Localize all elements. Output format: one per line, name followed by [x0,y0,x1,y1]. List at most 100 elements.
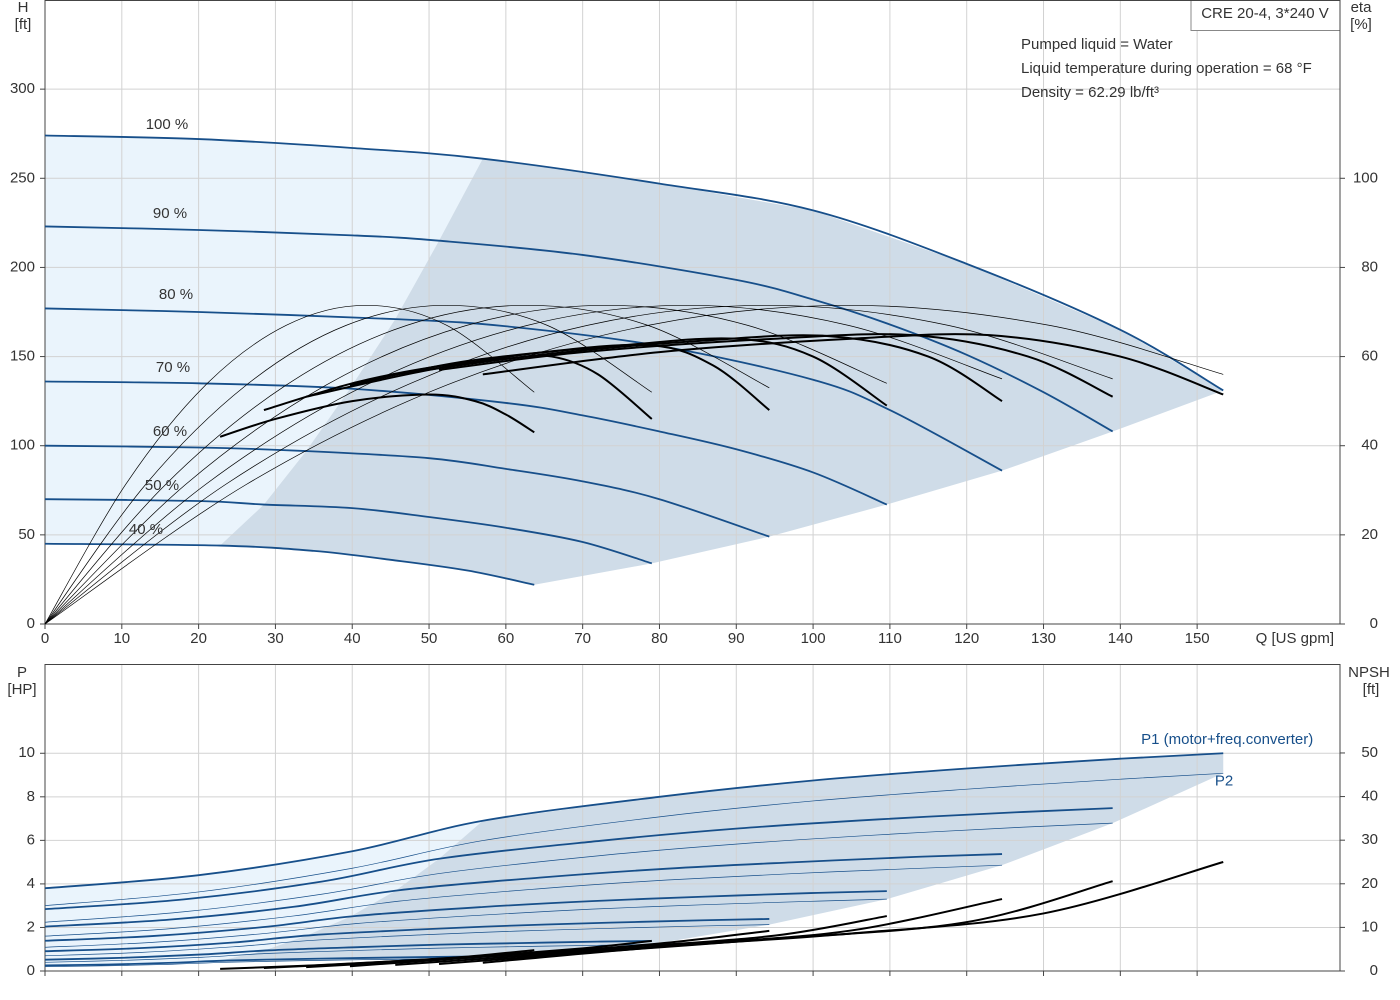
npsh-curve [220,949,535,970]
y2-tick-label: 20 [1361,526,1378,543]
head-curve [44,380,888,506]
x-tick-label: 150 [1185,630,1210,647]
y-axis-label: H [18,0,29,16]
efficiency-curve [44,304,770,625]
y-axis-label: P [17,664,27,681]
y-axis-unit: [HP] [7,681,36,698]
y2-tick-label: 30 [1361,831,1378,848]
y2-axis-unit: [%] [1350,16,1372,33]
x-axis-label: Q [US gpm] [1256,630,1334,647]
y2-tick-label: 80 [1361,258,1378,275]
head-curve [44,134,1224,392]
x-tick-label: 40 [344,630,361,647]
speed-label: 90 % [153,205,187,222]
x-tick-label: 110 [878,630,902,647]
power-curve [44,772,1224,907]
efficiency-curve [44,304,1003,625]
head-curve [44,307,1003,472]
power-curve [44,924,770,957]
power-curve [44,890,887,942]
y-tick-label: 0 [27,615,35,632]
power-label: P2 [1215,772,1233,789]
range-area-dark [220,753,1224,963]
power-curve [44,898,887,948]
efficiency-curve [263,354,653,420]
x-tick-label: 80 [651,630,668,647]
x-tick-label: 30 [267,630,284,647]
model-box [1190,0,1341,31]
speed-label: 40 % [129,521,163,538]
x-tick-label: 120 [954,630,979,647]
range-area-light [45,135,483,546]
y-tick-label: 10 [18,744,35,761]
efficiency-curve [44,304,652,625]
power-curve [44,853,1003,928]
power-curve [44,822,1113,923]
y2-tick-label: 40 [1361,437,1378,454]
x-tick-label: 20 [190,630,207,647]
power-curve [44,864,1003,937]
y2-axis-label: NPSH [1348,664,1390,681]
power-label: P1 (motor+freq.converter) [1141,731,1313,748]
x-tick-label: 100 [801,630,826,647]
head-curve [44,542,535,586]
plot-frame [44,0,1341,625]
x-tick-label: 140 [1108,630,1133,647]
y2-axis-label: eta [1351,0,1373,16]
efficiency-curve [305,343,770,411]
y-tick-label: 0 [27,962,35,979]
annotation: Liquid temperature during operation = 68… [1021,60,1312,77]
y2-tick-label: 0 [1370,962,1378,979]
annotation: Pumped liquid = Water [1021,36,1173,53]
efficiency-curve [44,304,887,625]
head-curve [44,498,653,565]
x-tick-label: 0 [41,630,49,647]
y2-axis-unit: [ft] [1363,681,1380,698]
efficiency-curve [438,333,1114,398]
y-tick-label: 4 [27,875,35,892]
speed-label: 50 % [145,477,179,494]
x-tick-label: 70 [574,630,591,647]
power-curve [44,944,652,963]
speed-label: 70 % [156,359,190,376]
annotation: Density = 62.29 lb/ft³ [1021,84,1159,101]
efficiency-curve [482,333,1224,396]
plot-frame [44,664,1341,972]
y2-tick-label: 50 [1361,744,1378,761]
head-curve [44,225,1114,433]
model-label: CRE 20-4, 3*240 V [1201,5,1329,22]
speed-label: 60 % [153,423,187,440]
x-tick-label: 50 [421,630,438,647]
speed-label: 100 % [146,116,189,133]
head-curve [44,444,770,538]
x-tick-label: 90 [728,630,745,647]
efficiency-curve [44,304,535,625]
efficiency-curve [44,304,1113,625]
y-tick-label: 150 [10,348,35,365]
x-tick-label: 130 [1031,630,1056,647]
y-tick-label: 2 [27,918,35,935]
y-tick-label: 8 [27,788,35,805]
y-tick-label: 100 [10,437,35,454]
power-curve [44,752,1224,890]
y-axis-unit: [ft] [15,16,32,33]
power-curve [44,940,652,961]
y-tick-label: 250 [10,169,35,186]
power-curve [44,807,1113,911]
y2-tick-label: 40 [1361,788,1378,805]
y-tick-label: 200 [10,258,35,275]
efficiency-curve [219,393,535,438]
power-curve [44,918,770,953]
y-tick-label: 50 [18,526,35,543]
y2-tick-label: 100 [1353,169,1378,186]
y2-tick-label: 60 [1361,348,1378,365]
y-tick-label: 6 [27,831,35,848]
background-layer [44,0,1340,972]
npsh-curve [395,898,1003,966]
y2-tick-label: 0 [1370,615,1378,632]
x-tick-label: 10 [113,630,130,647]
x-tick-label: 60 [498,630,515,647]
speed-label: 80 % [159,286,193,303]
